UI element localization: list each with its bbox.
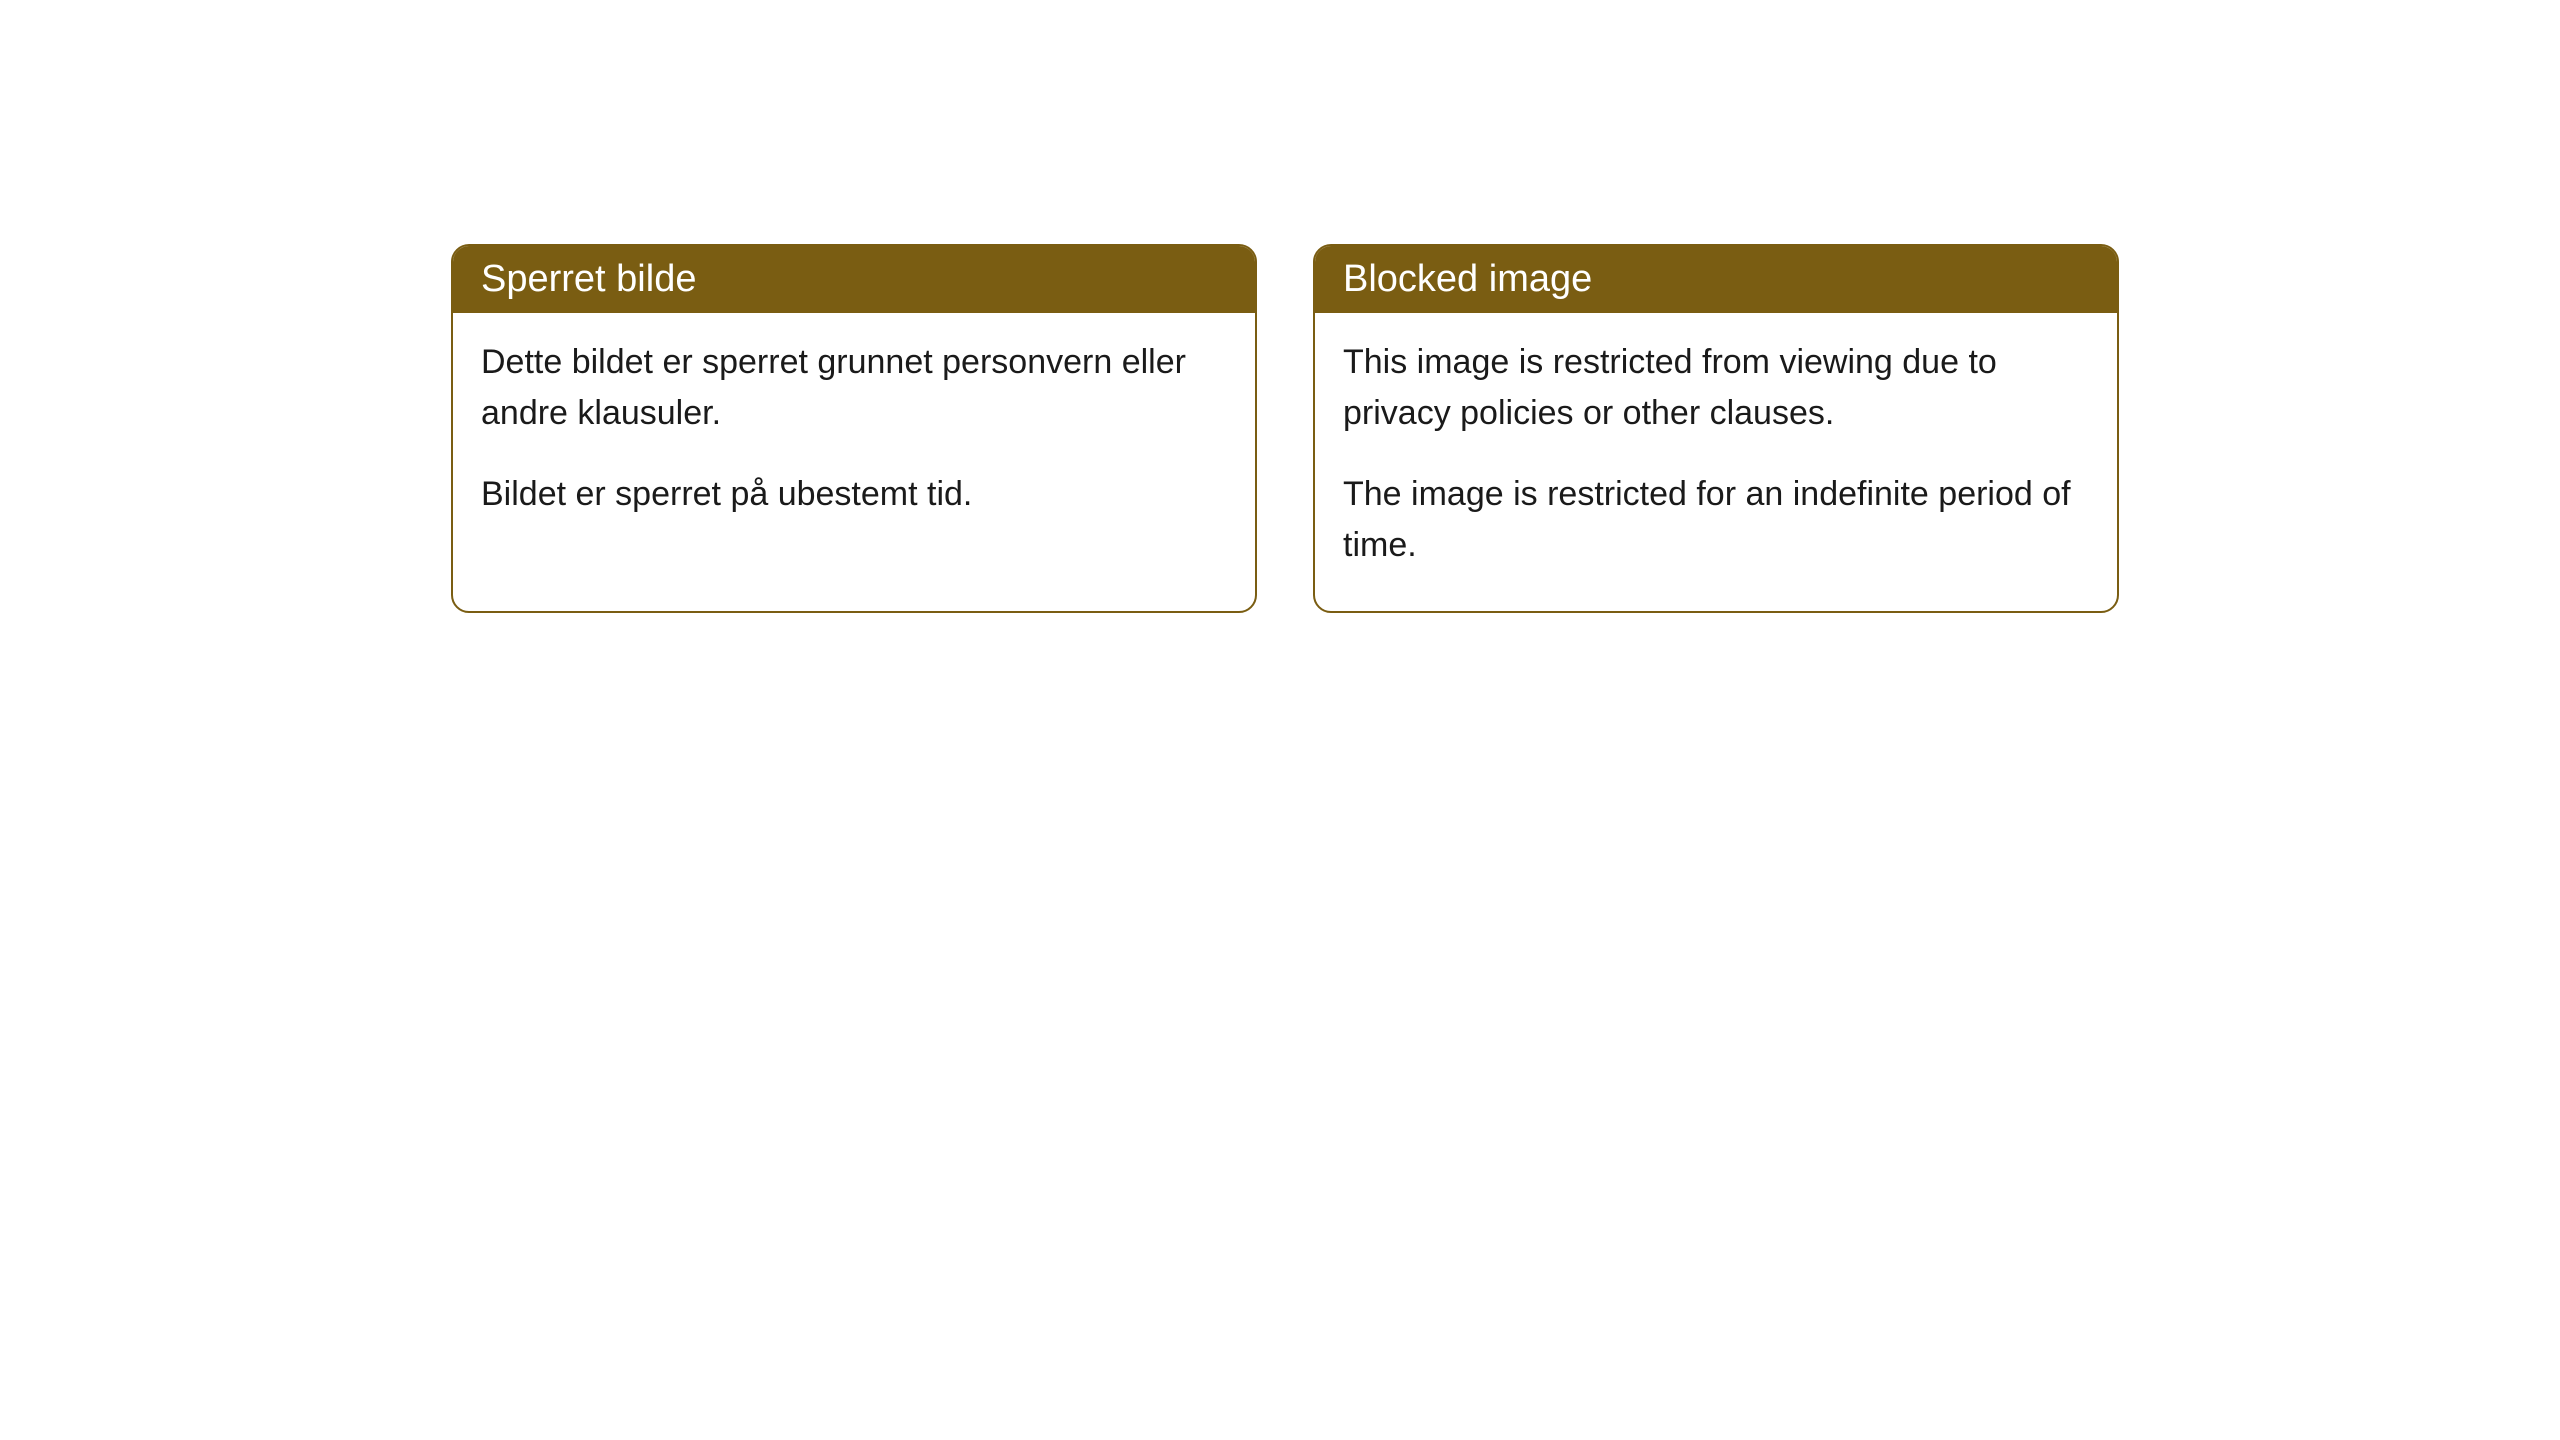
card-paragraph: The image is restricted for an indefinit… [1343,469,2089,571]
card-paragraph: This image is restricted from viewing du… [1343,337,2089,439]
card-body-english: This image is restricted from viewing du… [1315,313,2117,611]
notice-cards-container: Sperret bilde Dette bildet er sperret gr… [451,244,2119,613]
card-header-english: Blocked image [1315,246,2117,313]
notice-card-norwegian: Sperret bilde Dette bildet er sperret gr… [451,244,1257,613]
card-paragraph: Dette bildet er sperret grunnet personve… [481,337,1227,439]
card-header-norwegian: Sperret bilde [453,246,1255,313]
card-title: Sperret bilde [481,258,696,300]
card-body-norwegian: Dette bildet er sperret grunnet personve… [453,313,1255,560]
card-title: Blocked image [1343,258,1592,300]
notice-card-english: Blocked image This image is restricted f… [1313,244,2119,613]
card-paragraph: Bildet er sperret på ubestemt tid. [481,469,1227,520]
